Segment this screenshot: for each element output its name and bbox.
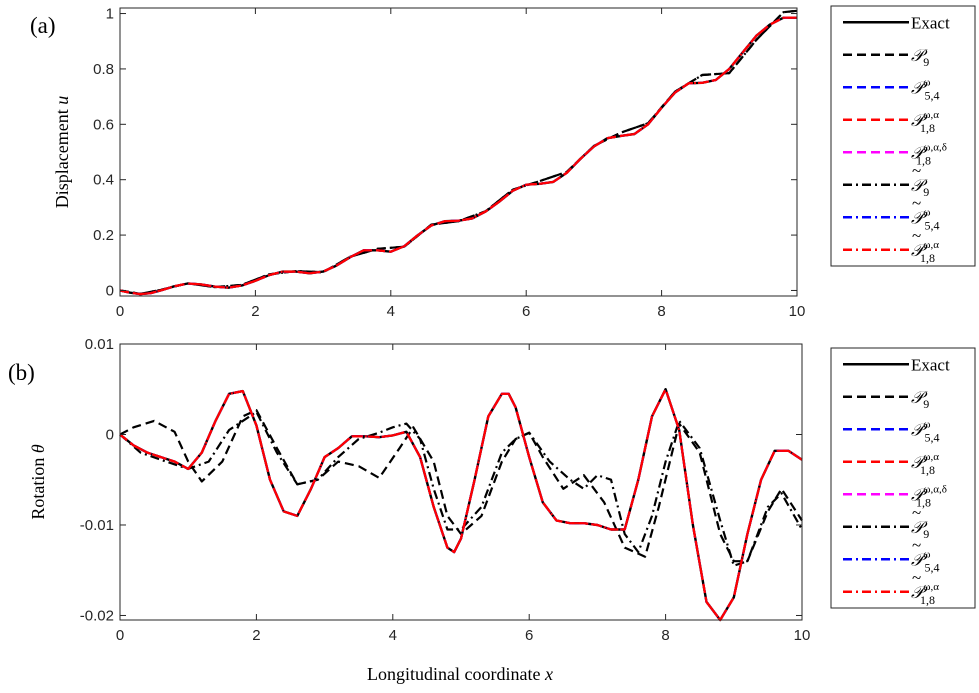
axes-box-b	[119, 343, 803, 621]
ytick-label-a-3: 0.6	[93, 116, 114, 133]
ticks-a: 0 2 4 6 8 10 0 0.2 0.4 0.6 0.8 1	[93, 6, 805, 320]
xtick-label-b-0: 0	[116, 627, 124, 644]
legend-label-b-2: 𝒫ω 5,4	[911, 418, 940, 444]
legend-label-a-3: 𝒫ω,α 1,8	[911, 109, 939, 135]
series-line-b-7	[119, 388, 803, 622]
xtick-label-a-3: 6	[522, 303, 530, 320]
legend-tilde-b-7: ~	[912, 568, 921, 587]
xtick-label-b-4: 8	[661, 627, 669, 644]
ticks-b: 0 2 4 6 8 10 -0.02 -0.01 0 0.01	[80, 336, 811, 644]
legend-label-a-7: 𝒫ω,α 1,8	[911, 239, 939, 265]
series-line-b-5	[119, 410, 803, 567]
xlabel: Longitudinal coordinate x	[367, 664, 553, 684]
panel-b-tag: (b)	[8, 360, 35, 385]
xtick-label-b-1: 2	[252, 627, 260, 644]
legend-frame-a	[830, 5, 976, 267]
ylabel-b: Rotation θ	[28, 444, 48, 520]
xtick-label-a-0: 0	[116, 303, 124, 320]
legend-label-b-7: 𝒫ω,α 1,8	[911, 581, 939, 607]
ytick-label-a-4: 0.8	[93, 61, 114, 78]
plot-area-a	[120, 8, 797, 296]
legend-tilde-a-6: ~	[912, 193, 921, 212]
ytick-label-a-5: 1	[106, 6, 114, 23]
legend-frame-b	[830, 347, 976, 609]
xtick-label-a-5: 10	[789, 303, 806, 320]
legend-tilde-a-7: ~	[912, 226, 921, 245]
legend-label-b-6: 𝒫ω 5,4	[911, 548, 940, 574]
panel-a: (a) 0 2 4 6 8 10 0 0.2 0.4 0.6 0.8 1 Displacement u	[30, 6, 805, 320]
legend-label-a-4: 𝒫ω,α,δ 1,8	[911, 141, 947, 167]
legend-label-b-4: 𝒫ω,α,δ 1,8	[911, 483, 947, 509]
series-group-a	[119, 9, 798, 296]
ytick-label-a-1: 0.2	[93, 227, 114, 244]
ytick-label-b-2: 0	[106, 426, 114, 443]
xtick-label-a-4: 8	[657, 303, 665, 320]
legend-label-a-2: 𝒫ω 5,4	[911, 76, 940, 102]
legend-tilde-b-6: ~	[912, 535, 921, 554]
xtick-label-a-1: 2	[251, 303, 259, 320]
xtick-label-b-3: 6	[525, 627, 533, 644]
legend-label-a-6: 𝒫ω 5,4	[911, 206, 940, 232]
plot-area-b	[120, 344, 802, 620]
ytick-label-b-0: -0.02	[80, 607, 114, 624]
xtick-label-b-5: 10	[794, 627, 811, 644]
axes-box-a	[119, 7, 798, 297]
ytick-label-a-0: 0	[106, 282, 114, 299]
panel-a-tag: (a)	[30, 13, 56, 38]
ytick-label-b-3: 0.01	[85, 336, 114, 353]
xtick-label-b-2: 4	[389, 627, 397, 644]
series-line-a-7	[119, 16, 797, 296]
legend-label-b-0: Exact	[911, 355, 950, 374]
legend-tilde-b-5: ~	[912, 503, 921, 522]
panel-b: (b) 0 2 4 6 8 10 -0.02 -0.01 0 0.01 Rotation θ	[8, 336, 810, 644]
ytick-label-a-2: 0.4	[93, 172, 114, 189]
legend-label-b-3: 𝒫ω,α 1,8	[911, 451, 939, 477]
legend-label-a-0: Exact	[911, 13, 950, 32]
legend-tilde-a-5: ~	[912, 161, 921, 180]
series-group-b	[119, 388, 803, 622]
ylabel-a: Displacement u	[52, 96, 72, 208]
xtick-label-a-2: 4	[387, 303, 395, 320]
ytick-label-b-1: -0.01	[80, 517, 114, 534]
